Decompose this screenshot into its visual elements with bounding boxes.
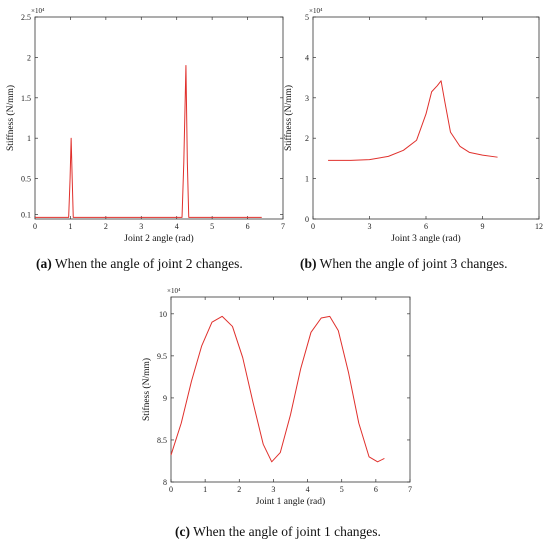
panel-a-ytick-label: 2.5 [21, 13, 31, 22]
panel-c-ytick-label: 8 [163, 478, 167, 487]
panel-b-ytick-label: 5 [305, 13, 309, 22]
caption-a-tag: (a) [36, 256, 52, 271]
panel-b-ytick-label: 0 [305, 215, 309, 224]
panel-c-ytick-label: 8.5 [157, 436, 167, 445]
panel-a-xtick-label: 3 [139, 222, 143, 231]
caption-b-text: When the angle of joint 3 changes. [316, 256, 508, 271]
panel-b-xlabel: Joint 3 angle (rad) [391, 233, 460, 244]
panel-a-ylabel: Stiffness (N/mm) [5, 85, 16, 151]
panel-c-frame [170, 296, 411, 483]
panel-b-ytick-label: 1 [305, 175, 309, 184]
panel-a-xtick-label: 4 [175, 222, 179, 231]
panel-c-xtick-label: 5 [340, 485, 344, 494]
panel-b-xtick-label: 12 [535, 222, 543, 231]
panel-b-ytick-label: 3 [305, 94, 309, 103]
panel-a-series-line [35, 64, 262, 218]
panel-a-xtick-label: 2 [104, 222, 108, 231]
panel-a-ytick-label: 1.5 [21, 94, 31, 103]
panel-c-xtick-label: 6 [374, 485, 378, 494]
panel-c-ytick-label: 9 [163, 394, 167, 403]
panel-b-xtick-label: 3 [368, 222, 372, 231]
panel-a-ytick-label: 1 [27, 134, 31, 143]
panel-c-ytick-label: 9.5 [157, 352, 167, 361]
panel-c-xtick-label: 1 [203, 485, 207, 494]
panel-b-ylabel: Stiffness (N/mm) [283, 85, 294, 151]
panel-b-series-line [328, 80, 498, 161]
panel-a-ytick-label: 0.1 [21, 211, 31, 220]
panel-c-xtick-label: 7 [408, 485, 412, 494]
panel-b-multiplier: ×10⁴ [309, 7, 323, 15]
panel-c-series-line [170, 315, 385, 463]
caption-b-tag: (b) [300, 256, 317, 271]
panel-b-xtick-label: 9 [481, 222, 485, 231]
panel-b-xtick-label: 0 [311, 222, 315, 231]
panel-c-ylabel: Stifness (N/mm) [141, 358, 152, 421]
panel-a-xlabel: Joint 2 angle (rad) [124, 233, 193, 244]
panel-c-multiplier: ×10⁴ [167, 287, 181, 295]
panel-a-xtick-label: 0 [33, 222, 37, 231]
panel-a-xtick-label: 6 [246, 222, 250, 231]
panel-a-ytick-label: 0.5 [21, 175, 31, 184]
panel-a-ytick-label: 2 [27, 53, 31, 62]
panel-a-xtick-label: 5 [210, 222, 214, 231]
panel-a-multiplier: ×10⁴ [31, 7, 45, 15]
caption-b: (b) When the angle of joint 3 changes. [300, 256, 507, 272]
panel-c-xtick-label: 0 [169, 485, 173, 494]
panel-b-ytick-label: 2 [305, 134, 309, 143]
panel-b-frame [312, 16, 540, 220]
panel-a-frame [34, 16, 284, 220]
caption-c: (c) When the angle of joint 1 changes. [175, 524, 381, 540]
panel-a-xtick-label: 7 [281, 222, 285, 231]
panel-b-ytick-label: 4 [305, 53, 309, 62]
panel-a-xtick-label: 1 [68, 222, 72, 231]
panel-c-xlabel: Joint 1 angle (rad) [256, 496, 325, 507]
panel-c-xtick-label: 3 [271, 485, 275, 494]
caption-a-text: When the angle of joint 2 changes. [51, 256, 243, 271]
panel-c-xtick-label: 4 [306, 485, 310, 494]
panel-b-xtick-label: 6 [424, 222, 428, 231]
panel-c-ytick-label: 10 [159, 310, 167, 319]
panel-c-xtick-label: 2 [237, 485, 241, 494]
caption-c-tag: (c) [175, 524, 190, 539]
caption-c-text: When the angle of joint 1 changes. [189, 524, 381, 539]
caption-a: (a) When the angle of joint 2 changes. [36, 256, 243, 272]
